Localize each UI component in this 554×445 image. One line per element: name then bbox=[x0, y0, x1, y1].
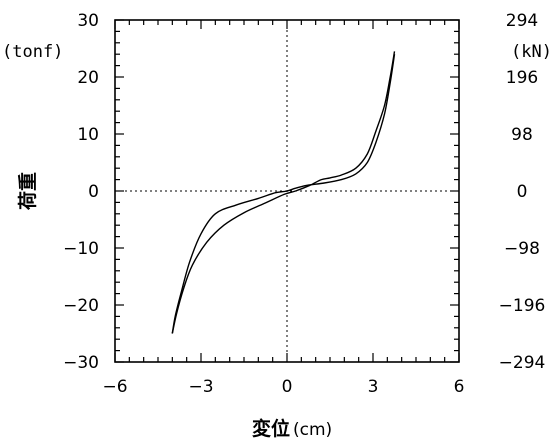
series-line-1 bbox=[171, 54, 396, 334]
x-axis-title: 変位 bbox=[252, 417, 290, 440]
axis-ticks bbox=[114, 19, 460, 363]
y-axis-title: 荷重 bbox=[16, 172, 39, 210]
x-tick-label: 3 bbox=[368, 377, 379, 397]
y-tick-label-right: −196 bbox=[499, 296, 546, 316]
y-left-unit-label: (tonf) bbox=[2, 42, 63, 62]
y-tick-label-right: −294 bbox=[499, 353, 546, 373]
series-line-2 bbox=[171, 51, 396, 334]
x-tick-label: −6 bbox=[102, 377, 127, 397]
series-group bbox=[171, 51, 396, 334]
y-tick-label-left: 20 bbox=[77, 68, 99, 88]
y-tick-label-left: 10 bbox=[77, 125, 99, 145]
x-tick-label: 6 bbox=[454, 377, 465, 397]
x-tick-label: −3 bbox=[188, 377, 213, 397]
y-tick-label-left: −10 bbox=[63, 239, 99, 259]
y-tick-label-right: −98 bbox=[504, 239, 540, 259]
y-tick-label-right: 0 bbox=[517, 182, 528, 202]
y-tick-label-right: 294 bbox=[506, 11, 538, 31]
y-tick-label-left: −20 bbox=[63, 296, 99, 316]
y-tick-label-left: 30 bbox=[77, 11, 99, 31]
y-tick-label-left: 0 bbox=[88, 182, 99, 202]
y-tick-label-right: 196 bbox=[506, 68, 538, 88]
y-right-unit-label: (kN) bbox=[511, 42, 552, 62]
x-tick-label: 0 bbox=[282, 377, 293, 397]
x-axis-unit: (cm) bbox=[293, 420, 332, 440]
y-tick-label-right: 98 bbox=[511, 125, 533, 145]
y-tick-label-left: −30 bbox=[63, 353, 99, 373]
